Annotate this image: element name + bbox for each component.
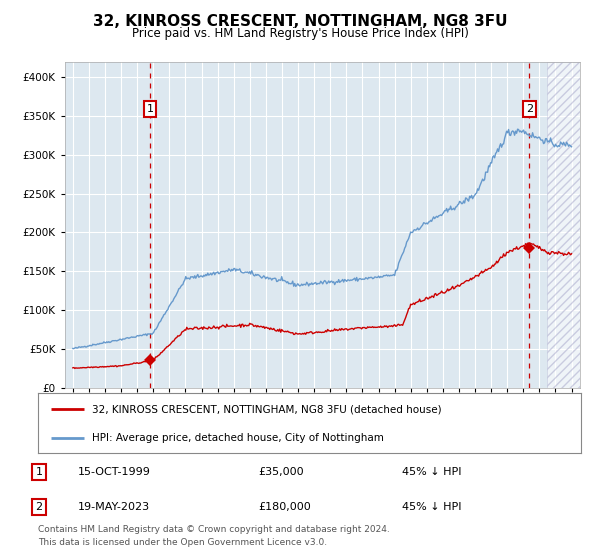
Text: HPI: Average price, detached house, City of Nottingham: HPI: Average price, detached house, City… [92,433,384,443]
Text: Contains HM Land Registry data © Crown copyright and database right 2024.: Contains HM Land Registry data © Crown c… [38,525,389,534]
Text: £180,000: £180,000 [258,502,311,512]
Text: 32, KINROSS CRESCENT, NOTTINGHAM, NG8 3FU: 32, KINROSS CRESCENT, NOTTINGHAM, NG8 3F… [93,14,507,29]
Text: 45% ↓ HPI: 45% ↓ HPI [402,502,461,512]
Text: 2: 2 [526,104,533,114]
Text: 1: 1 [146,104,154,114]
Text: 32, KINROSS CRESCENT, NOTTINGHAM, NG8 3FU (detached house): 32, KINROSS CRESCENT, NOTTINGHAM, NG8 3F… [92,404,442,414]
Text: This data is licensed under the Open Government Licence v3.0.: This data is licensed under the Open Gov… [38,538,327,547]
Bar [547,62,580,388]
Text: 2: 2 [35,502,43,512]
Text: 15-OCT-1999: 15-OCT-1999 [78,467,151,477]
Text: 45% ↓ HPI: 45% ↓ HPI [402,467,461,477]
Text: Price paid vs. HM Land Registry's House Price Index (HPI): Price paid vs. HM Land Registry's House … [131,27,469,40]
Text: 1: 1 [35,467,43,477]
Text: 19-MAY-2023: 19-MAY-2023 [78,502,150,512]
Text: £35,000: £35,000 [258,467,304,477]
